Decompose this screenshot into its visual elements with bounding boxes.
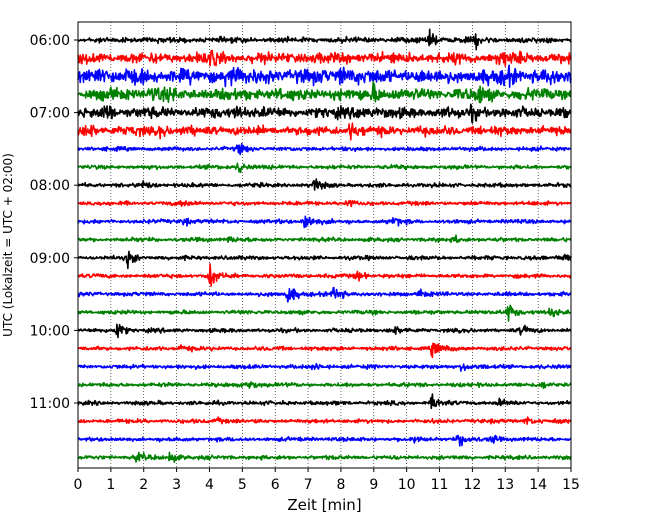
x-tick-label: 6	[271, 477, 280, 493]
y-tick-label: 07:00	[30, 106, 70, 122]
y-tick-label: 08:00	[30, 178, 70, 194]
x-tick-label: 1	[106, 477, 115, 493]
trace-0915	[77, 263, 572, 287]
y-axis-label: UTC (Lokalzeit = UTC + 02:00)	[1, 153, 15, 337]
trace-0830	[77, 215, 572, 229]
x-tick-label: 11	[431, 477, 449, 493]
trace-0845	[77, 234, 572, 244]
x-tick-label: 3	[172, 477, 181, 493]
x-axis-label: Zeit [min]	[287, 496, 361, 514]
grid-lines	[110, 22, 539, 468]
trace-0645	[77, 80, 572, 104]
trace-1100	[77, 393, 572, 410]
trace-0930	[77, 286, 572, 303]
x-tick-label: 10	[398, 477, 416, 493]
trace-0600	[77, 28, 572, 51]
x-tick-label: 9	[369, 477, 378, 493]
x-tick-label: 14	[529, 477, 547, 493]
trace-1015	[77, 342, 572, 359]
trace-0630	[77, 64, 572, 88]
x-tick-label: 12	[463, 477, 481, 493]
y-axis-ticks: 06:00 07:00 08:00 09:00 10:00 11:00	[30, 33, 78, 412]
plot-frame	[77, 21, 572, 469]
x-tick-label: 13	[496, 477, 514, 493]
x-tick-label: 4	[205, 477, 214, 493]
trace-1030	[77, 362, 572, 372]
y-tick-label: 11:00	[30, 396, 70, 412]
y-tick-label: 10:00	[30, 323, 70, 339]
y-tick-label: 06:00	[30, 33, 70, 49]
trace-1115	[77, 416, 572, 425]
x-tick-label: 8	[336, 477, 345, 493]
y-tick-label: 09:00	[30, 251, 70, 267]
trace-0945	[77, 304, 572, 322]
x-tick-label: 15	[562, 477, 580, 493]
trace-1145	[77, 451, 572, 463]
trace-1045	[77, 381, 572, 390]
trace-0715	[77, 122, 572, 141]
trace-0815	[77, 199, 572, 208]
trace-1130	[77, 434, 572, 447]
x-tick-label: 2	[139, 477, 148, 493]
x-tick-label: 7	[304, 477, 313, 493]
trace-0700	[77, 103, 572, 124]
x-tick-label: 0	[74, 477, 83, 493]
seismogram-traces	[77, 28, 572, 463]
trace-1000	[77, 323, 572, 339]
x-axis-ticks: 0 1 2 3 4 5 6 7 8 9 10 11 12 13 14 15	[74, 468, 580, 493]
x-tick-label: 5	[238, 477, 247, 493]
trace-0745	[77, 162, 572, 174]
trace-0900	[77, 250, 572, 270]
trace-0615	[77, 49, 572, 67]
trace-0730	[77, 142, 572, 156]
trace-0800	[77, 178, 572, 191]
